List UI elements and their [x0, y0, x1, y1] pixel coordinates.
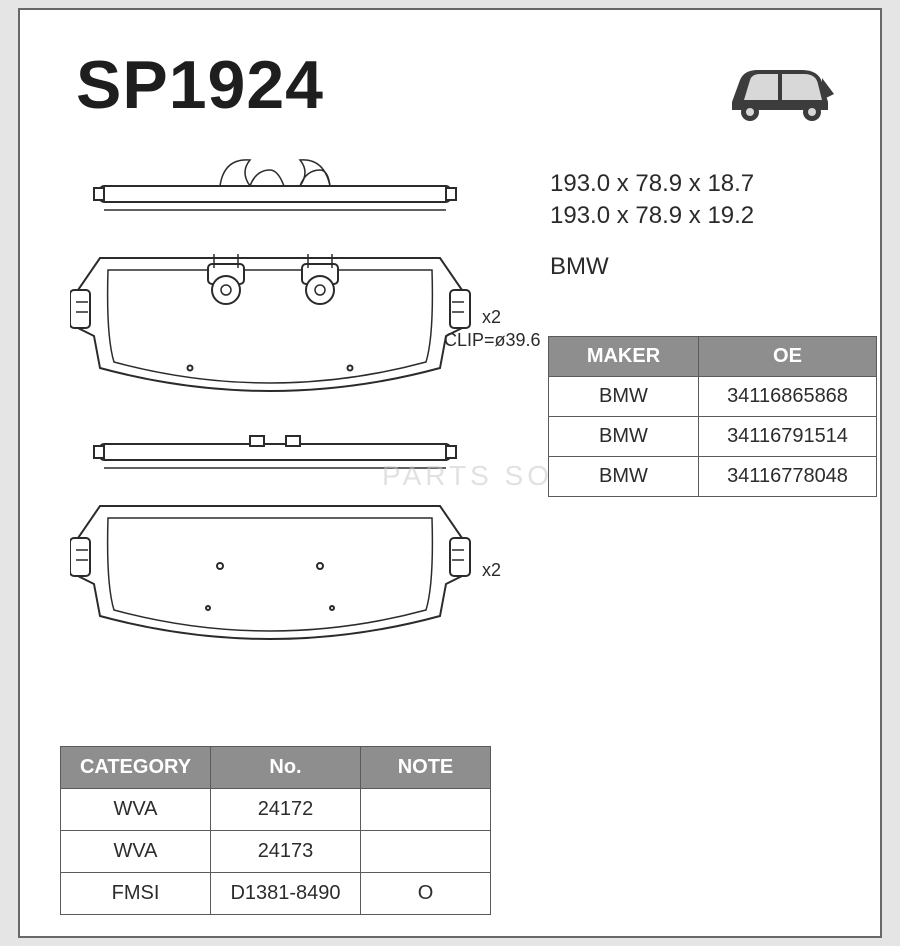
- dimension-line-1: 193.0 x 78.9 x 18.7: [550, 168, 754, 200]
- table-row: BMW 34116778048: [549, 457, 877, 497]
- table-row: WVA 24173: [61, 831, 491, 873]
- brand-label: BMW: [550, 251, 754, 283]
- table-row: WVA 24172: [61, 789, 491, 831]
- dimension-line-2: 193.0 x 78.9 x 19.2: [550, 200, 754, 232]
- cat-header-no: No.: [211, 747, 361, 789]
- dimensions-block: 193.0 x 78.9 x 18.7 193.0 x 78.9 x 19.2 …: [550, 168, 754, 283]
- table-row: BMW 34116791514: [549, 417, 877, 457]
- part-number-heading: SP1924: [76, 46, 324, 124]
- oe-header-maker: MAKER: [549, 337, 699, 377]
- annotation-clip: CLIP=ø39.6: [444, 330, 541, 351]
- pad-diagrams: [70, 150, 520, 685]
- car-icon: [726, 62, 836, 124]
- spec-sheet: SP1924 193.0 x 78.9 x 18.7 193.0 x 78.9 …: [18, 8, 882, 938]
- category-table: CATEGORY No. NOTE WVA 24172 WVA 24173 FM…: [60, 746, 491, 915]
- oe-header-oe: OE: [699, 337, 877, 377]
- oe-cross-reference-table: MAKER OE BMW 34116865868 BMW 34116791514…: [548, 336, 877, 497]
- table-row: FMSI D1381-8490 O: [61, 873, 491, 915]
- table-row: BMW 34116865868: [549, 377, 877, 417]
- annotation-qty-upper: x2: [482, 307, 501, 328]
- annotation-qty-lower: x2: [482, 560, 501, 581]
- cat-header-category: CATEGORY: [61, 747, 211, 789]
- cat-header-note: NOTE: [361, 747, 491, 789]
